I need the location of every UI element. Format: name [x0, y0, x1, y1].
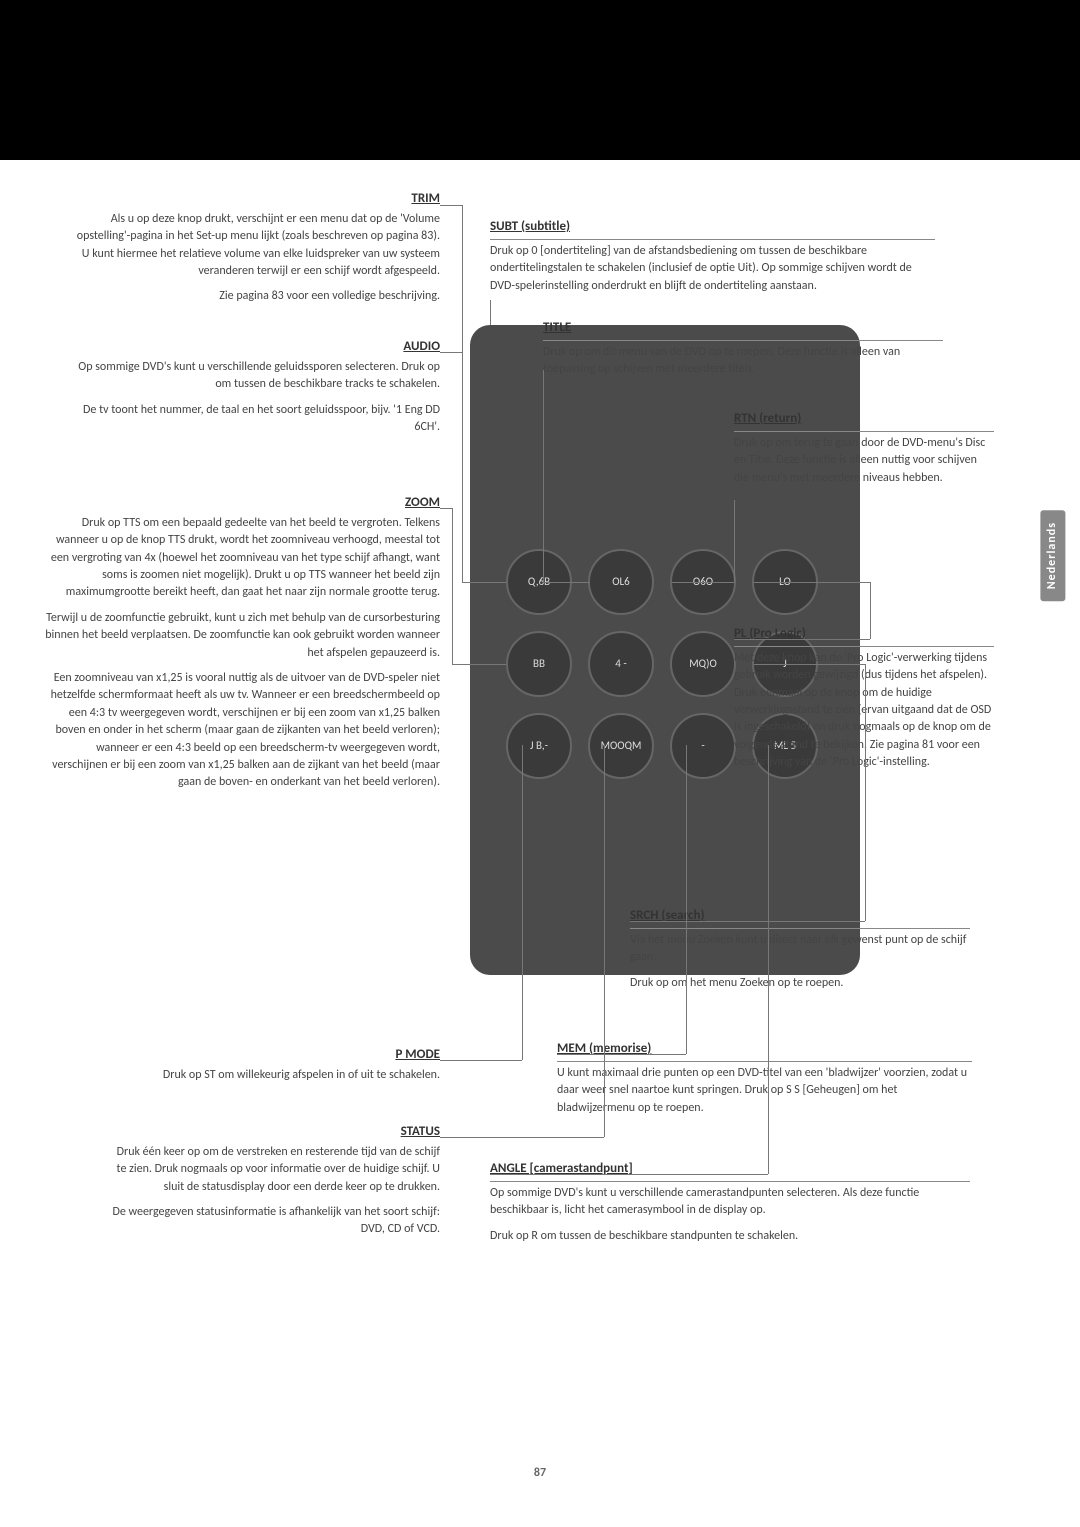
remote-button: -: [670, 713, 736, 779]
rule-pl: [734, 646, 994, 647]
extra-audio: De tv toont het nummer, de taal en het s…: [70, 402, 440, 437]
section-trim: TRIM Als u op deze knop drukt, verschijn…: [70, 190, 440, 306]
heading-mem: MEM (memorise): [557, 1040, 972, 1059]
lead-pl-h: [734, 639, 870, 640]
lead-pl-v2: [870, 625, 871, 639]
heading-pmode: P MODE: [120, 1046, 440, 1065]
body-title: Druk op om dit menu van de DVD op te roe…: [543, 344, 943, 379]
lead-rtn-v: [734, 500, 735, 582]
lead-mem-v: [686, 745, 687, 1054]
lead-zoom-h2: [452, 664, 506, 665]
lead-pmode-h: [440, 1060, 522, 1061]
lead-pl-h2: [754, 582, 870, 583]
heading-zoom: ZOOM: [40, 494, 440, 513]
extra2-zoom: Een zoomniveau van x1,25 is vooral nutti…: [40, 670, 440, 792]
body-subt: Druk op 0 [ondertiteling] van de afstand…: [490, 243, 935, 295]
heading-srch: SRCH (search): [630, 907, 970, 926]
extra-srch: Druk op om het menu Zoeken op te roepen.: [630, 975, 970, 992]
rule-angle: [490, 1181, 970, 1182]
heading-subt: SUBT (subtitle): [490, 218, 935, 237]
section-zoom: ZOOM Druk op TTS om een bepaald gedeelte…: [40, 494, 440, 792]
heading-angle: ANGLE [camerastandpunt]: [490, 1160, 970, 1179]
body-audio: Op sommige DVD's kunt u verschillende ge…: [70, 359, 440, 394]
body-trim: Als u op deze knop drukt, verschijnt er …: [70, 211, 440, 281]
rule-title: [543, 340, 943, 341]
body-pmode: Druk op ST om willekeurig afspelen in of…: [120, 1067, 440, 1084]
heading-rtn: RTN (return): [734, 410, 994, 429]
heading-trim: TRIM: [70, 190, 440, 209]
section-angle: ANGLE [camerastandpunt] Op sommige DVD's…: [490, 1160, 970, 1245]
heading-title: TITLE: [543, 319, 943, 338]
lead-srch-v: [865, 664, 866, 921]
lead-trim-v: [462, 205, 463, 582]
rule-mem: [557, 1061, 972, 1062]
lead-title-v: [543, 370, 544, 582]
remote-button: 4 -: [588, 631, 654, 697]
remote-button: J B,-: [506, 713, 572, 779]
rule-subt: [490, 239, 935, 240]
extra-trim: Zie pagina 83 voor een volledige beschri…: [70, 288, 440, 305]
lead-subt-v: [490, 300, 491, 325]
section-audio: AUDIO Op sommige DVD's kunt u verschille…: [70, 338, 440, 436]
rule-srch: [630, 928, 970, 929]
rule-rtn: [734, 431, 994, 432]
remote-button: OL6: [588, 549, 654, 615]
remote-button: MOOQM: [588, 713, 654, 779]
lead-trim-h2: [462, 582, 506, 583]
lead-audio-h: [440, 352, 462, 353]
lead-angle-h: [490, 1174, 768, 1175]
section-pl: PL (Pro Logic) Met deze knop kan de 'Pro…: [734, 625, 994, 772]
section-status: STATUS Druk één keer op om de verstreken…: [110, 1123, 440, 1239]
section-subt: SUBT (subtitle) Druk op 0 [ondertiteling…: [490, 218, 935, 295]
lead-pl-v: [870, 582, 871, 625]
body-rtn: Druk op om terug te gaan door de DVD-men…: [734, 435, 994, 487]
heading-pl: PL (Pro Logic): [734, 625, 994, 644]
remote-button: BB: [506, 631, 572, 697]
language-tab: Nederlands: [1040, 510, 1065, 601]
section-pmode: P MODE Druk op ST om willekeurig afspele…: [120, 1046, 440, 1084]
lead-trim-h: [440, 205, 462, 206]
lead-rtn-h: [672, 582, 734, 583]
lead-srch-h: [630, 921, 865, 922]
body-status: Druk één keer op om de verstreken en res…: [110, 1144, 440, 1196]
extra-status: De weergegeven statusinformatie is afhan…: [110, 1204, 440, 1239]
remote-button: MQ)O: [670, 631, 736, 697]
section-rtn: RTN (return) Druk op om terug te gaan do…: [734, 410, 994, 487]
body-angle: Op sommige DVD's kunt u verschillende ca…: [490, 1185, 970, 1220]
body-pl: Met deze knop kan de 'Pro Logic'-verwerk…: [734, 650, 994, 772]
lead-status-h: [440, 1137, 604, 1138]
page-number: 87: [534, 1465, 546, 1482]
section-title: TITLE Druk op om dit menu van de DVD op …: [543, 319, 943, 379]
section-srch: SRCH (search) Via het menu Zoeken kunt u…: [630, 907, 970, 992]
lead-zoom-h: [440, 508, 452, 509]
extra-angle: Druk op R om tussen de beschikbare stand…: [490, 1228, 970, 1245]
lead-title-h: [543, 582, 590, 583]
heading-audio: AUDIO: [70, 338, 440, 357]
lead-pmode-v: [522, 745, 523, 1060]
header-black-band: [0, 0, 1080, 160]
lead-mem-h: [557, 1054, 686, 1055]
extra1-zoom: Terwijl u de zoomfunctie gebruikt, kunt …: [40, 610, 440, 662]
lead-srch-h2: [754, 664, 865, 665]
body-mem: U kunt maximaal drie punten op een DVD-t…: [557, 1065, 972, 1117]
lead-zoom-v: [452, 508, 453, 664]
lead-status-v: [604, 745, 605, 1137]
section-mem: MEM (memorise) U kunt maximaal drie punt…: [557, 1040, 972, 1117]
lead-angle-v: [768, 745, 769, 1174]
heading-status: STATUS: [110, 1123, 440, 1142]
body-zoom: Druk op TTS om een bepaald gedeelte van …: [40, 515, 440, 602]
body-srch: Via het menu Zoeken kunt u direct naar e…: [630, 932, 970, 967]
